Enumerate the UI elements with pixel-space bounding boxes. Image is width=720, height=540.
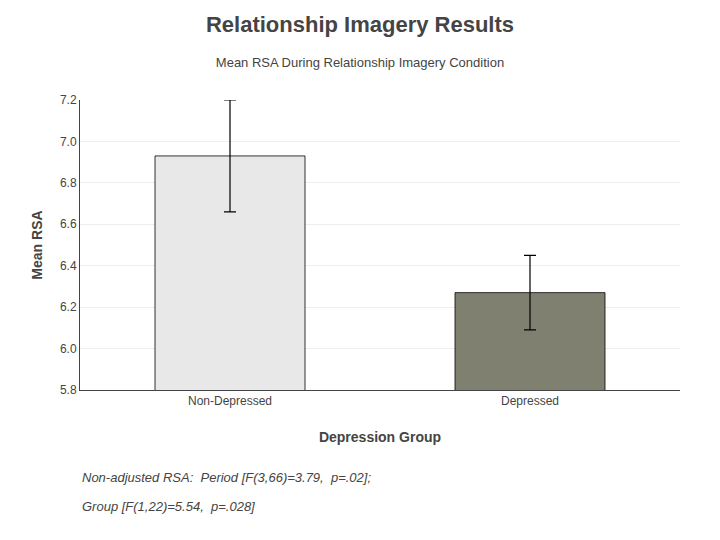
svg-text:Mean RSA: Mean RSA (29, 210, 45, 279)
svg-text:Relationship Imagery Results: Relationship Imagery Results (206, 12, 514, 37)
svg-text:7.0: 7.0 (60, 135, 77, 149)
svg-text:6.8: 6.8 (60, 176, 77, 190)
svg-text:6.2: 6.2 (60, 300, 77, 314)
svg-text:6.0: 6.0 (60, 342, 77, 356)
svg-text:Non-Depressed: Non-Depressed (188, 394, 272, 408)
svg-text:6.4: 6.4 (60, 259, 77, 273)
svg-text:5.8: 5.8 (60, 383, 77, 397)
svg-text:Non-adjusted RSA: Period [F(3: Non-adjusted RSA: Period [F(3,66)=3.79, … (82, 470, 371, 485)
svg-text:Mean RSA During Relationship I: Mean RSA During Relationship Imagery Con… (216, 55, 504, 70)
svg-text:7.2: 7.2 (60, 93, 77, 107)
svg-text:6.6: 6.6 (60, 217, 77, 231)
svg-text:Group [F(1,22)=5.54, p=.028]: Group [F(1,22)=5.54, p=.028] (82, 499, 255, 514)
svg-text:Depression Group: Depression Group (319, 429, 441, 445)
svg-text:Depressed: Depressed (501, 394, 559, 408)
